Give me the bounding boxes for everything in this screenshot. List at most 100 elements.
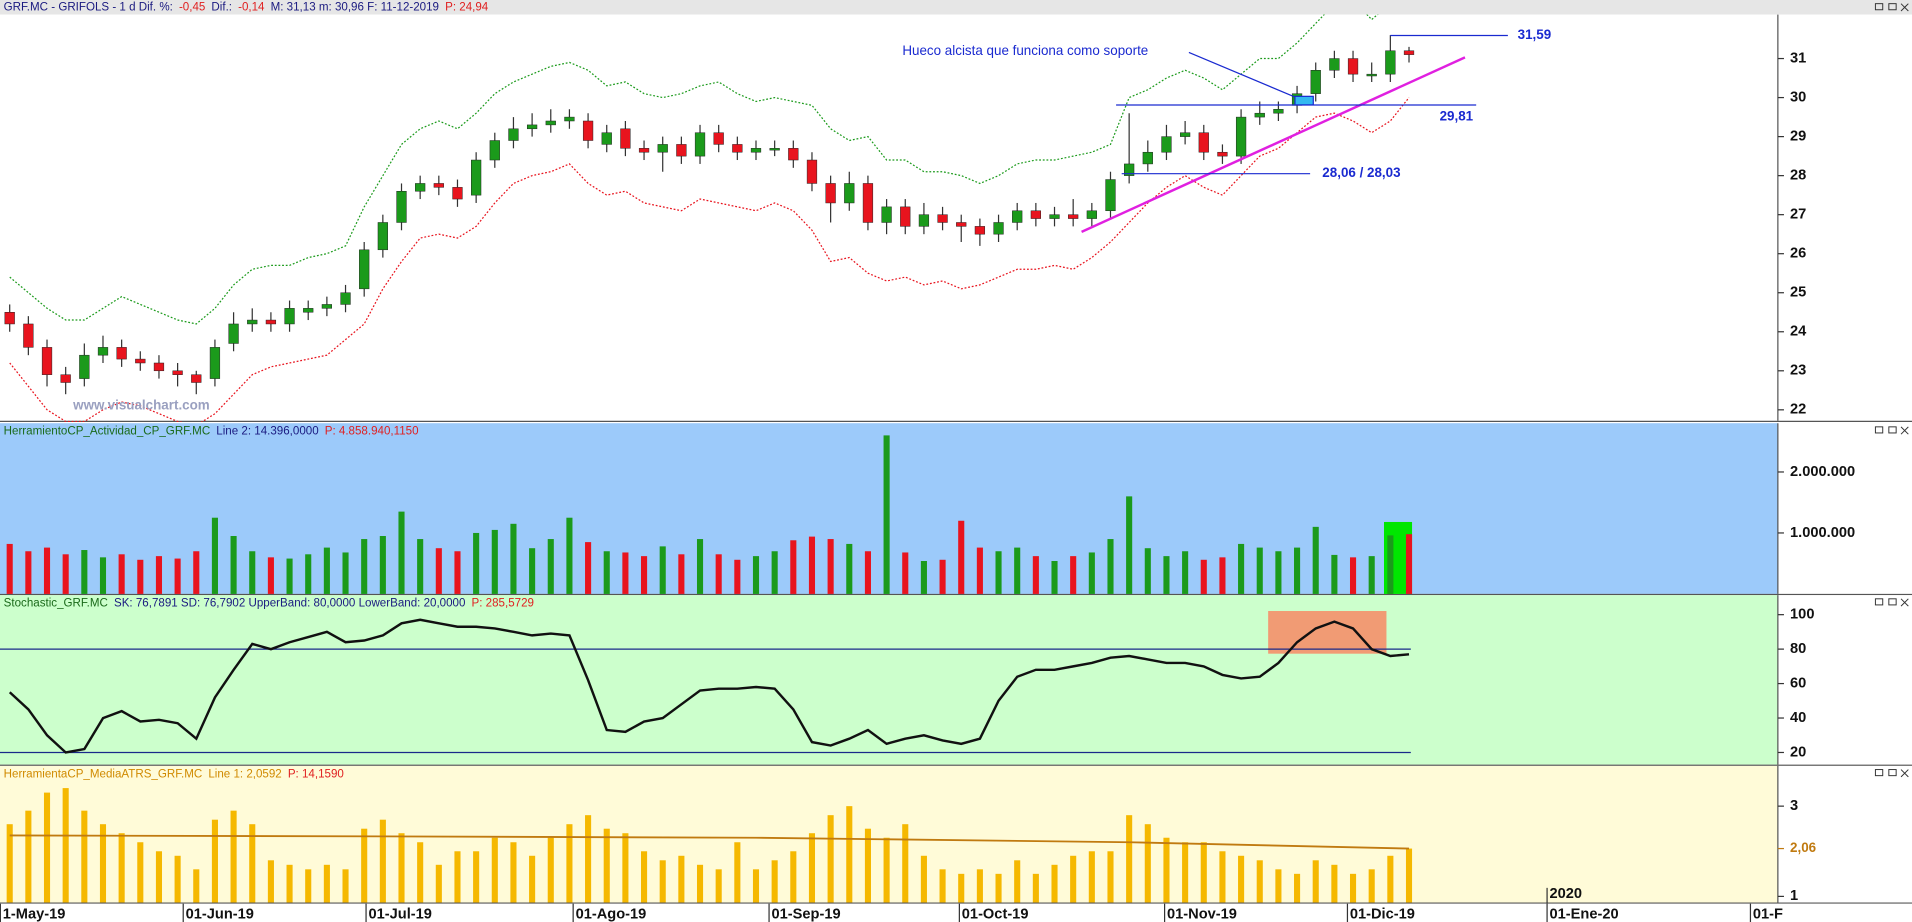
header-segment: -0,45	[179, 1, 205, 13]
bar	[547, 539, 554, 594]
bar	[1032, 556, 1039, 594]
bar	[790, 540, 797, 594]
bar	[1387, 855, 1394, 903]
bar	[1014, 547, 1021, 594]
bar	[678, 554, 685, 594]
y-tick-label: 23	[1790, 363, 1806, 379]
candle-body	[1068, 214, 1079, 219]
bar	[6, 543, 13, 594]
bar	[529, 548, 536, 594]
bar	[585, 815, 592, 903]
candle-body	[41, 347, 53, 375]
axis-background	[1777, 423, 1912, 594]
bar	[99, 557, 107, 594]
bar	[846, 806, 853, 903]
bar	[696, 864, 704, 903]
bar	[641, 851, 648, 903]
bar	[398, 511, 405, 594]
y-tick-label: 30	[1790, 89, 1806, 105]
bar	[454, 551, 461, 594]
candle-body	[1235, 116, 1247, 157]
bar	[43, 547, 51, 594]
level-label: 31,59	[1518, 27, 1552, 42]
bar	[491, 837, 498, 903]
bar	[1126, 815, 1133, 903]
bar	[81, 810, 88, 903]
bar	[1182, 842, 1189, 903]
bar	[1331, 864, 1338, 903]
bar	[659, 546, 666, 594]
bar	[1312, 526, 1319, 594]
stochastic-line	[8, 618, 1410, 754]
bar	[902, 552, 909, 594]
candle-body	[508, 128, 519, 141]
y-tick-label: 22	[1790, 402, 1806, 418]
bar	[323, 547, 330, 594]
bar	[417, 539, 424, 594]
bar	[99, 824, 107, 903]
candle-body	[116, 347, 127, 360]
header-segment: P: 14,1590	[288, 768, 344, 780]
candle-body	[1086, 210, 1097, 219]
bar	[715, 869, 722, 903]
candle-body	[657, 144, 668, 153]
bar	[808, 536, 816, 594]
bar	[342, 869, 349, 903]
bar	[715, 554, 722, 594]
bar	[435, 548, 442, 594]
candle-body	[396, 191, 407, 223]
y-tick-label: 100	[1790, 607, 1814, 623]
x-tick-label: 1-May-19	[3, 907, 66, 922]
bar	[1070, 556, 1077, 594]
title-bar	[0, 0, 1912, 15]
bar	[361, 539, 368, 594]
candle-body	[1217, 151, 1228, 157]
y-tick-label: 31	[1790, 50, 1806, 66]
candle-body	[489, 140, 500, 161]
candle-body	[694, 132, 706, 157]
bar	[137, 842, 144, 903]
candle-body	[23, 323, 34, 348]
bar	[174, 558, 181, 594]
bar	[734, 559, 741, 594]
bar	[1312, 860, 1319, 903]
header-segment: P: 24,94	[445, 1, 489, 13]
candle-body	[1179, 132, 1191, 137]
bar	[249, 824, 256, 903]
bar	[603, 551, 610, 594]
candle-body	[1347, 58, 1359, 75]
candle-body	[1385, 50, 1396, 75]
y-tick-label: 29	[1790, 128, 1806, 144]
bar	[1088, 851, 1095, 903]
candle-body	[881, 206, 892, 223]
bar	[323, 864, 330, 903]
x-tick-label: 01-Jun-19	[186, 907, 254, 922]
candle-body	[956, 222, 967, 227]
candle-body	[340, 292, 351, 305]
candle-body	[1329, 58, 1340, 71]
candle-body	[620, 128, 631, 149]
bar	[1256, 547, 1263, 594]
candle-body	[1273, 109, 1284, 114]
bar	[398, 833, 405, 903]
bar	[603, 828, 610, 903]
y-tick-label: 1	[1790, 888, 1798, 904]
candle-body	[60, 374, 71, 383]
window-controls[interactable]	[1874, 3, 1909, 778]
candle-body	[247, 319, 258, 325]
bar	[1405, 534, 1413, 594]
bar	[771, 860, 778, 903]
bar	[566, 824, 573, 903]
candle-body	[172, 370, 183, 375]
bar	[1200, 842, 1207, 903]
candle-body	[601, 132, 612, 145]
bar	[137, 559, 144, 594]
bar	[678, 855, 685, 903]
candle-body	[825, 183, 836, 204]
year-label: 2020	[1550, 886, 1583, 902]
bar	[1294, 547, 1301, 594]
trendline	[1081, 56, 1466, 233]
bar	[771, 551, 778, 594]
candle-body	[153, 362, 165, 372]
bar	[25, 810, 32, 903]
